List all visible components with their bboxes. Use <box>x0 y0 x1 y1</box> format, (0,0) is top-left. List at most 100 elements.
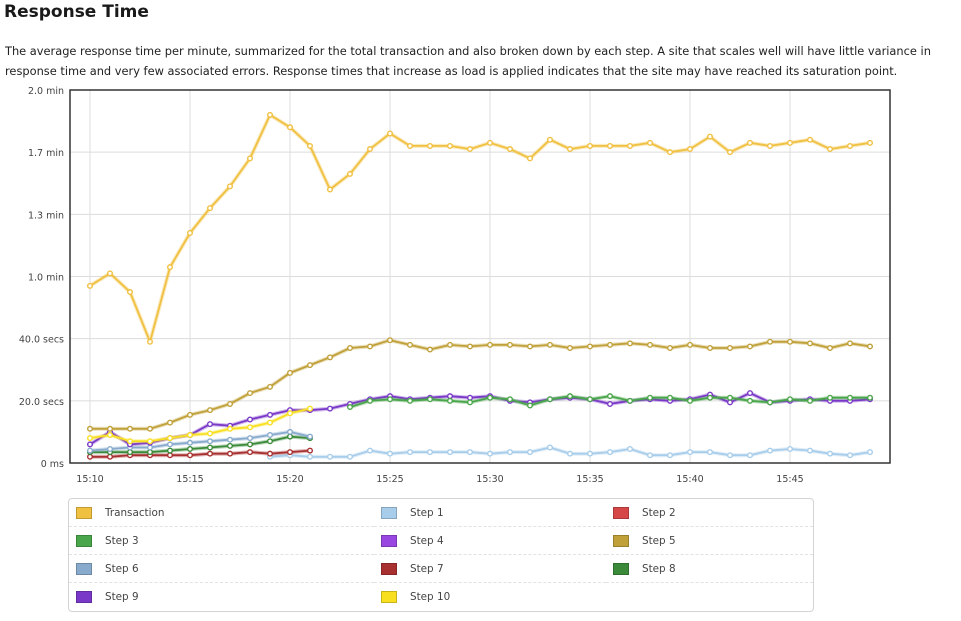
series-step-1 <box>267 444 874 460</box>
series-step-5 <box>86 337 874 432</box>
data-point-step-1 <box>707 449 714 456</box>
data-point-transaction <box>507 146 514 153</box>
data-point-step-5 <box>707 344 714 351</box>
data-point-step-7 <box>307 447 314 454</box>
data-point-transaction <box>246 155 253 162</box>
data-point-step-5 <box>287 369 294 376</box>
data-point-step-7 <box>287 449 294 456</box>
data-point-step-3 <box>447 397 454 404</box>
data-point-step-5 <box>867 343 874 350</box>
data-point-step-1 <box>567 450 574 457</box>
data-point-step-5 <box>567 344 574 351</box>
data-point-step-8 <box>267 438 274 445</box>
legend-swatch <box>381 562 397 575</box>
legend-item-transaction[interactable]: Transaction <box>69 499 374 527</box>
data-point-transaction <box>327 186 334 193</box>
series-line-transaction <box>89 114 871 343</box>
data-point-transaction <box>867 139 874 146</box>
data-point-step-1 <box>767 447 774 454</box>
legend-item-step-8[interactable]: Step 8 <box>606 555 813 583</box>
legend-swatch <box>381 506 397 519</box>
data-point-transaction <box>747 139 754 146</box>
x-tick-label: 15:40 <box>676 474 703 485</box>
data-point-step-3 <box>587 396 594 403</box>
data-point-step-5 <box>787 338 794 345</box>
data-point-transaction <box>387 130 394 137</box>
data-point-transaction <box>407 142 414 149</box>
data-point-step-5 <box>407 341 414 348</box>
data-point-step-3 <box>387 396 394 403</box>
data-point-transaction <box>667 149 674 156</box>
data-point-transaction <box>447 142 454 149</box>
data-point-step-5 <box>487 341 494 348</box>
series-step-10 <box>86 405 314 445</box>
data-point-step-5 <box>547 341 554 348</box>
data-point-step-10 <box>226 425 233 432</box>
data-point-step-5 <box>587 343 594 350</box>
legend-item-step-2[interactable]: Step 2 <box>606 499 813 527</box>
data-point-step-10 <box>206 430 213 437</box>
data-point-step-1 <box>547 444 554 451</box>
legend-item-step-1[interactable]: Step 1 <box>374 499 606 527</box>
data-point-step-3 <box>807 397 814 404</box>
data-point-step-3 <box>867 394 874 401</box>
data-point-step-3 <box>567 393 574 400</box>
series-transaction <box>86 111 874 345</box>
legend-item-step-5[interactable]: Step 5 <box>606 527 813 555</box>
x-tick-label: 15:30 <box>476 474 503 485</box>
data-point-step-1 <box>867 449 874 456</box>
legend-label: Step 1 <box>410 506 444 519</box>
legend-item-step-3[interactable]: Step 3 <box>69 527 374 555</box>
data-point-transaction <box>607 142 614 149</box>
data-point-step-1 <box>587 450 594 457</box>
data-point-step-5 <box>367 343 374 350</box>
data-point-step-6 <box>246 435 253 442</box>
legend-item-step-6[interactable]: Step 6 <box>69 555 374 583</box>
data-point-step-1 <box>727 452 734 459</box>
data-point-step-6 <box>206 438 213 445</box>
data-point-step-9 <box>727 399 734 406</box>
x-tick-label: 15:35 <box>576 474 603 485</box>
data-point-step-6 <box>106 446 113 453</box>
data-point-transaction <box>807 136 814 143</box>
data-point-step-3 <box>707 394 714 401</box>
legend-item-step-7[interactable]: Step 7 <box>374 555 606 583</box>
data-point-step-1 <box>627 446 634 453</box>
legend-swatch <box>76 506 92 519</box>
data-point-step-5 <box>807 340 814 347</box>
data-point-step-5 <box>347 344 354 351</box>
data-point-step-3 <box>787 396 794 403</box>
data-point-step-7 <box>166 452 173 459</box>
legend-item-step-9[interactable]: Step 9 <box>69 583 374 611</box>
data-point-step-3 <box>487 394 494 401</box>
data-point-transaction <box>267 111 274 118</box>
series-line-step-6 <box>89 431 311 452</box>
legend-item-step-4[interactable]: Step 4 <box>374 527 606 555</box>
data-point-step-1 <box>787 446 794 453</box>
data-point-step-5 <box>627 340 634 347</box>
y-tick-label: 2.0 min <box>28 86 64 97</box>
data-point-step-5 <box>507 341 514 348</box>
data-point-step-1 <box>427 449 434 456</box>
data-point-step-5 <box>126 425 133 432</box>
data-point-step-1 <box>607 449 614 456</box>
data-point-step-7 <box>186 452 193 459</box>
data-point-step-7 <box>246 449 253 456</box>
data-point-step-9 <box>607 400 614 407</box>
data-point-step-9 <box>467 394 474 401</box>
legend-label: Step 9 <box>105 591 139 603</box>
data-point-step-5 <box>246 390 253 397</box>
data-point-transaction <box>146 338 153 345</box>
data-point-step-1 <box>647 452 654 459</box>
data-point-step-5 <box>667 344 674 351</box>
data-point-step-3 <box>547 396 554 403</box>
data-point-step-6 <box>307 433 314 440</box>
data-point-transaction <box>687 146 694 153</box>
data-point-transaction <box>847 142 854 149</box>
data-point-step-8 <box>246 441 253 448</box>
data-point-step-3 <box>667 394 674 401</box>
data-point-step-3 <box>647 394 654 401</box>
legend-item-step-10[interactable]: Step 10 <box>374 583 606 611</box>
data-point-step-3 <box>607 393 614 400</box>
data-point-transaction <box>86 282 93 289</box>
